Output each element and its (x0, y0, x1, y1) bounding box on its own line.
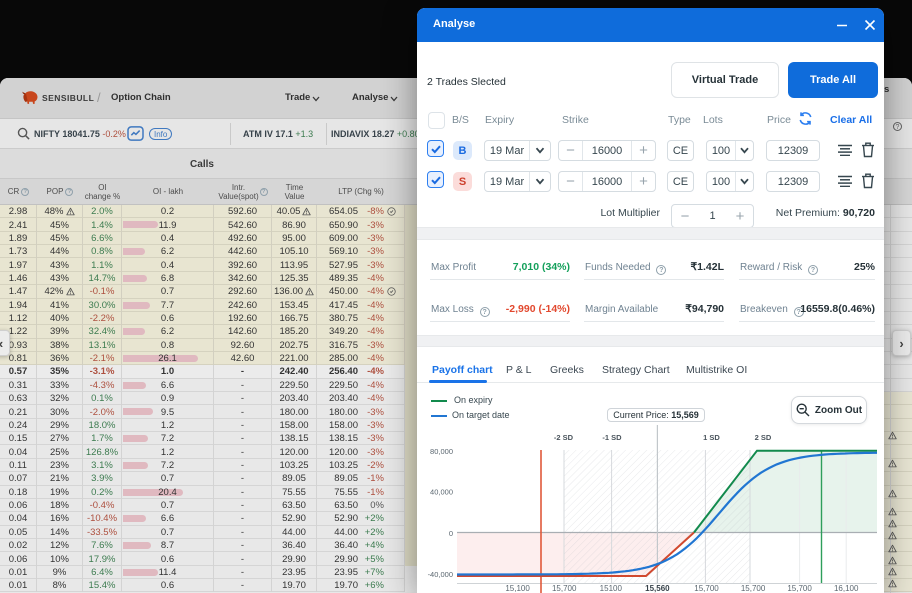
svg-text:1 SD: 1 SD (703, 433, 720, 442)
svg-text:15,560: 15,560 (645, 584, 670, 593)
svg-text:-1 SD: -1 SD (602, 433, 622, 442)
svg-text:16,100: 16,100 (834, 584, 859, 593)
svg-text:15,700: 15,700 (552, 584, 577, 593)
svg-text:15,100: 15,100 (505, 584, 530, 593)
svg-text:0: 0 (449, 529, 453, 538)
svg-text:40,000: 40,000 (430, 487, 453, 496)
svg-text:15,700: 15,700 (741, 584, 766, 593)
svg-text:-2 SD: -2 SD (554, 433, 574, 442)
svg-text:15100: 15100 (600, 584, 623, 593)
svg-text:15,700: 15,700 (787, 584, 812, 593)
svg-text:-40,000: -40,000 (428, 570, 453, 579)
svg-text:2 SD: 2 SD (755, 433, 772, 442)
svg-text:80,000: 80,000 (430, 447, 453, 456)
svg-text:15,700: 15,700 (694, 584, 719, 593)
